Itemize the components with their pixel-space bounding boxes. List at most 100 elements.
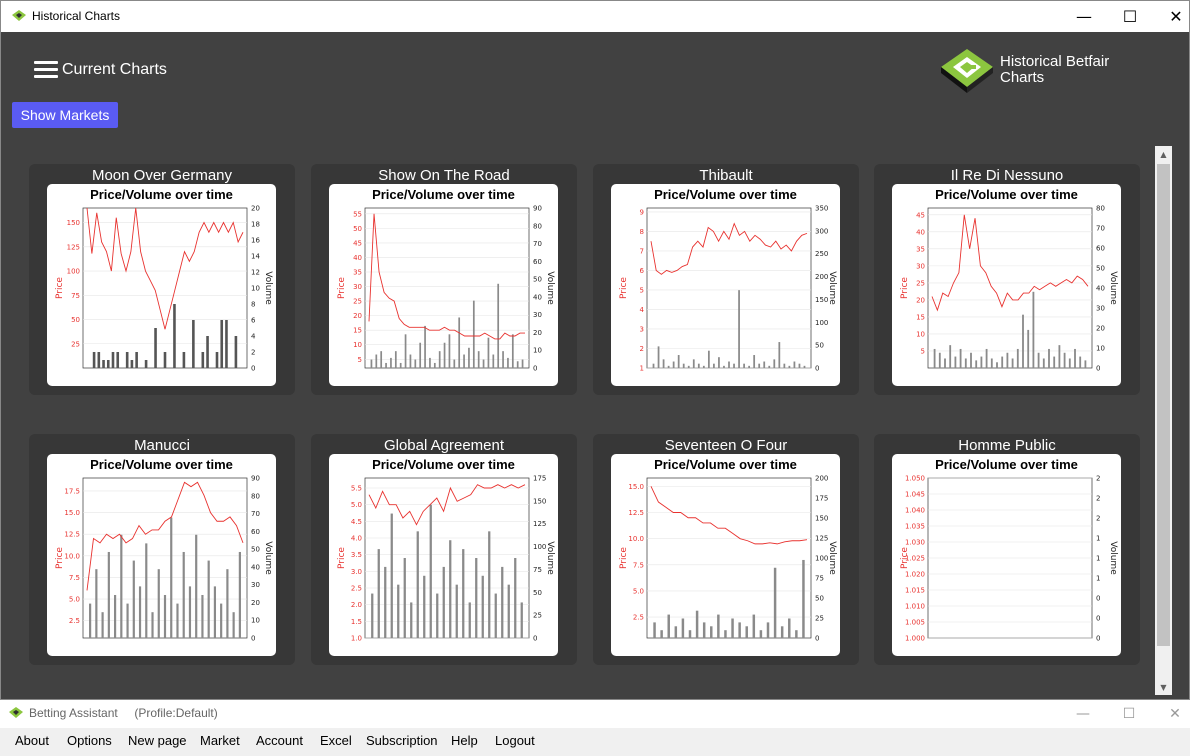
minimize-button[interactable]: — xyxy=(1076,7,1092,26)
maximize-button[interactable]: ☐ xyxy=(1122,7,1138,26)
price-tick-label: 1.020 xyxy=(905,571,925,579)
close-button[interactable]: ✕ xyxy=(1169,706,1181,722)
volume-bar xyxy=(482,359,485,368)
chart-svg: Price/Volume over time 1 2 3 4 5 6 7 8 9 0 50 100 150… xyxy=(619,187,837,373)
volume-bar xyxy=(710,626,713,638)
hamburger-menu-icon[interactable] xyxy=(34,61,58,79)
menu-options[interactable]: Options xyxy=(67,733,112,748)
chart-title: Price/Volume over time xyxy=(372,457,515,472)
volume-bar xyxy=(497,283,500,368)
volume-tick-label: 125 xyxy=(533,520,546,528)
minimize-button[interactable]: — xyxy=(1076,706,1090,722)
price-axis-label: Price xyxy=(55,547,65,569)
volume-axis-label: Volume xyxy=(827,271,837,305)
menu-logout[interactable]: Logout xyxy=(495,733,535,748)
volume-bar xyxy=(449,540,452,638)
scrollbar-thumb[interactable] xyxy=(1157,164,1170,646)
volume-bar xyxy=(975,360,978,368)
volume-bar xyxy=(1032,291,1035,368)
volume-tick-label: 10 xyxy=(533,347,542,355)
chart-card[interactable]: Manucci Price/Volume over time 2.5 5.0 7.5 10… xyxy=(29,434,295,665)
volume-bar xyxy=(477,351,480,368)
runner-name: Global Agreement xyxy=(383,437,505,454)
price-volume-chart: Price/Volume over time 1.0 1.5 2.0 2.5 3.0 3.5… xyxy=(329,454,558,656)
chart-title: Price/Volume over time xyxy=(372,187,515,202)
close-button[interactable]: ✕ xyxy=(1169,7,1183,26)
vertical-scrollbar[interactable]: ▲ ▼ xyxy=(1155,146,1172,695)
volume-bar xyxy=(442,566,445,638)
volume-bar xyxy=(718,357,720,368)
volume-axis-label: Volume xyxy=(263,271,273,305)
volume-bar xyxy=(692,359,695,368)
volume-tick-label: 2 xyxy=(1096,495,1100,503)
volume-tick-label: 0 xyxy=(1096,635,1100,643)
volume-tick-label: 90 xyxy=(533,205,542,213)
chart-card[interactable]: Homme Public Price/Volume over time 1.000 1… xyxy=(874,434,1140,665)
volume-bar xyxy=(687,365,690,368)
volume-bar xyxy=(773,359,776,368)
volume-tick-label: 25 xyxy=(815,615,824,623)
chart-card[interactable]: Thibault Price/Volume over time 1 2 3 4 5 6 7 8 9 0… xyxy=(593,164,859,395)
volume-tick-label: 300 xyxy=(815,227,828,235)
volume-tick-label: 0 xyxy=(533,635,537,643)
price-tick-label: 25 xyxy=(353,298,362,306)
price-axis-label: Price xyxy=(55,277,65,299)
chart-svg: Price/Volume over time 1.0 1.5 2.0 2.5 3.0 3.5… xyxy=(337,457,555,643)
volume-tick-label: 150 xyxy=(533,497,546,505)
volume-bar xyxy=(970,352,972,368)
chart-card[interactable]: Seventeen O Four Price/Volume over time 2.… xyxy=(593,434,859,665)
menu-subscription[interactable]: Subscription xyxy=(366,733,438,748)
price-tick-label: 1 xyxy=(640,365,644,373)
volume-bar xyxy=(652,363,655,368)
volume-tick-label: 12 xyxy=(251,269,260,277)
chart-svg: Price/Volume over time 1.000 1.005 1.010 1.0… xyxy=(900,457,1118,643)
volume-bar xyxy=(384,566,387,638)
volume-bar xyxy=(667,365,670,368)
volume-bar xyxy=(220,320,224,368)
title-bar: Historical Charts — ☐ ✕ xyxy=(1,1,1189,32)
volume-bar xyxy=(1037,352,1040,368)
chart-card[interactable]: Global Agreement Price/Volume over time 1.… xyxy=(311,434,577,665)
menu-new-page[interactable]: New page xyxy=(128,733,187,748)
volume-bar xyxy=(713,363,715,368)
volume-tick-label: 200 xyxy=(815,475,828,483)
volume-bar xyxy=(717,614,720,638)
volume-bar xyxy=(980,356,983,368)
volume-bar xyxy=(173,304,176,368)
volume-bar xyxy=(145,543,148,638)
volume-bar xyxy=(120,534,123,638)
scroll-up-icon[interactable]: ▲ xyxy=(1160,149,1167,159)
taskbar-app-name: Betting Assistant xyxy=(29,706,118,720)
volume-tick-label: 75 xyxy=(815,575,824,583)
price-axis-label: Price xyxy=(337,277,347,299)
menu-about[interactable]: About xyxy=(15,733,49,748)
volume-bar xyxy=(113,594,117,638)
menu-account[interactable]: Account xyxy=(256,733,303,748)
maximize-button[interactable]: ☐ xyxy=(1122,706,1136,722)
chart-card[interactable]: Show On The Road Price/Volume over time 5 1… xyxy=(311,164,577,395)
volume-tick-label: 350 xyxy=(815,205,828,213)
menu-market[interactable]: Market xyxy=(200,733,240,748)
scroll-down-icon[interactable]: ▼ xyxy=(1160,682,1167,692)
volume-axis-label: Volume xyxy=(545,271,555,305)
app-icon xyxy=(12,10,26,21)
volume-bar xyxy=(468,602,471,638)
volume-bar xyxy=(1053,356,1056,368)
volume-bar xyxy=(667,614,670,638)
volume-tick-label: 80 xyxy=(1096,205,1105,213)
plot-frame xyxy=(364,477,530,639)
price-tick-label: 5 xyxy=(640,286,644,294)
price-tick-label: 17.5 xyxy=(64,487,80,495)
show-markets-button[interactable]: Show Markets xyxy=(12,102,118,128)
plot-frame xyxy=(646,207,812,369)
menu-excel[interactable]: Excel xyxy=(320,733,352,748)
chart-card[interactable]: Il Re Di Nessuno Price/Volume over time 5 1… xyxy=(874,164,1140,395)
volume-bar xyxy=(657,346,660,368)
volume-bar xyxy=(672,361,675,368)
price-tick-label: 20 xyxy=(916,296,925,304)
volume-bar xyxy=(1048,348,1050,368)
chart-card[interactable]: Moon Over Germany Price/Volume over time 2… xyxy=(29,164,295,395)
menu-help[interactable]: Help xyxy=(451,733,478,748)
current-charts-label[interactable]: Current Charts xyxy=(62,61,167,78)
price-tick-label: 1.005 xyxy=(905,619,925,627)
